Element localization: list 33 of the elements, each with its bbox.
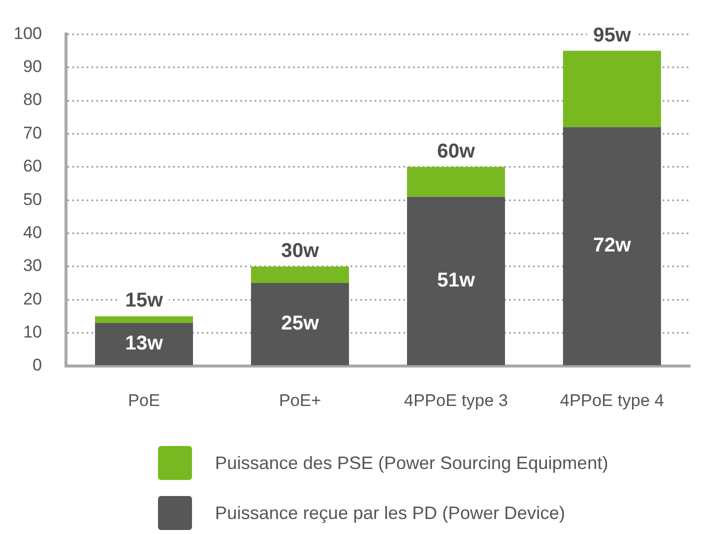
data-label: 25w [281,312,320,335]
total-label: 15w [125,290,164,312]
y-tick-label: 80 [23,90,42,110]
bar [251,283,349,366]
bar [95,316,193,323]
bar [407,196,505,366]
data-label: 13w [125,332,164,355]
y-tick-label: 40 [23,222,42,242]
x-tick-label: 4PPoE type 4 [560,390,664,410]
bar [563,127,661,366]
bar [563,50,661,128]
y-tick-label: 0 [32,356,42,375]
y-tick-label: 70 [23,123,42,142]
x-tick-label: PoE [128,390,160,410]
x-tick-label: PoE+ [278,390,322,410]
y-tick-label: 30 [23,256,42,276]
bar [251,266,349,284]
x-tick-label: 4PPoE type 3 [404,390,508,410]
y-tick-label: 10 [23,322,42,342]
legend-label: Puissance reçue par les PD (Power Device) [215,502,566,524]
bar [407,166,505,197]
data-label: 51w [437,270,476,292]
legend-label: Puissance des PSE (Power Sourcing Equipment) [215,452,608,474]
y-tick-label: 60 [23,156,42,176]
y-tick-label: 100 [14,24,42,43]
y-tick-label: 50 [23,190,42,209]
data-label: 72w [593,234,632,257]
total-label: 30w [281,240,320,262]
total-label: 60w [437,140,476,162]
y-tick-label: 20 [23,289,42,308]
bar [95,322,193,366]
y-tick-label: 90 [23,57,42,76]
total-label: 95w [593,24,632,46]
